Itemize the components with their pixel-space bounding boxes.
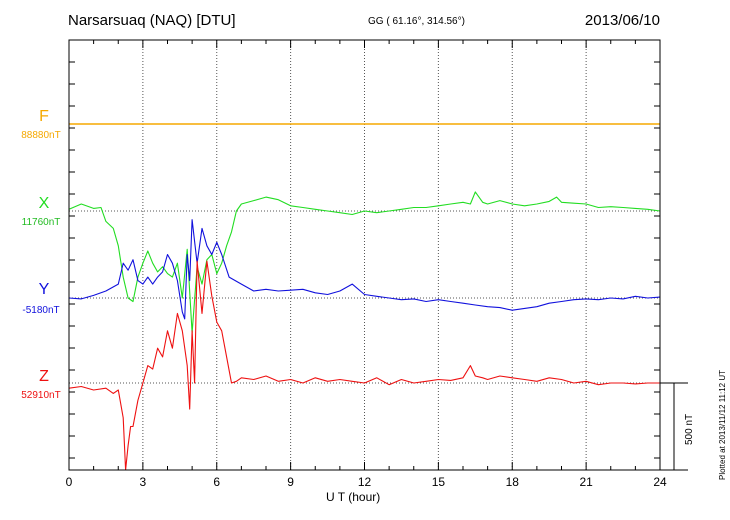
data-traces (68, 123, 661, 471)
series-x-trace (68, 191, 661, 334)
plotted-timestamp: Plotted at 2013/11/12 11:12 UT (718, 369, 727, 480)
baseline-value-y: -5180nT (22, 305, 60, 316)
x-tick-label-12: 12 (358, 475, 372, 489)
x-tick-label-18: 18 (506, 475, 520, 489)
scale-bar-label: 500 nT (684, 413, 695, 445)
station-title: Narsarsuaq (NAQ) [DTU] (68, 12, 236, 29)
x-tick-labels: 0 3 6 9 12 15 18 21 24 (66, 475, 667, 489)
x-tick-label-24: 24 (653, 475, 667, 489)
grid-lines (69, 40, 660, 470)
x-tick-label-9: 9 (287, 475, 294, 489)
series-z-trace (68, 260, 660, 471)
component-label-f: F (39, 108, 49, 125)
component-label-y: Y (38, 281, 50, 298)
station-coordinates: GG ( 61.16°, 314.56°) (368, 16, 465, 27)
component-label-x: X (38, 195, 50, 212)
x-tick-label-0: 0 (66, 475, 73, 489)
x-tick-label-6: 6 (213, 475, 220, 489)
baseline-value-f: 88880nT (21, 130, 61, 141)
series-y-trace (68, 219, 661, 320)
component-label-z: Z (39, 368, 49, 385)
x-tick-label-3: 3 (140, 475, 147, 489)
plot-frame (68, 39, 661, 471)
x-tick-label-21: 21 (579, 475, 593, 489)
chart-date: 2013/06/10 (584, 12, 660, 29)
baseline-value-x: 11760nT (21, 217, 61, 228)
x-axis-label: U T (hour) (326, 490, 381, 504)
x-tick-label-15: 15 (432, 475, 446, 489)
scale-bar (660, 382, 688, 471)
axis-ticks (68, 40, 661, 470)
baseline-value-z: 52910nT (21, 390, 61, 401)
